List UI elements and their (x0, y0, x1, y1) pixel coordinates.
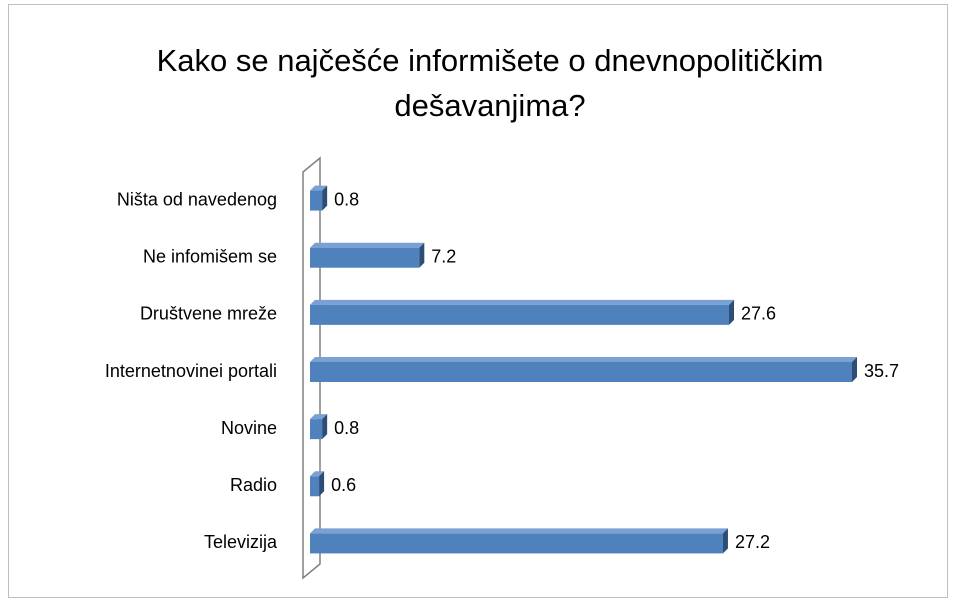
bar-side (722, 528, 728, 554)
value-label: 27.6 (741, 304, 776, 324)
bar (310, 414, 328, 440)
bar (310, 299, 735, 325)
value-label: 27.2 (735, 532, 770, 552)
bar-side (322, 414, 328, 440)
category-label: Radio (230, 475, 277, 495)
value-label: 0.6 (331, 475, 356, 495)
bar (310, 242, 425, 268)
bar-front (310, 419, 323, 440)
bar-top (310, 414, 328, 420)
chart-border (8, 4, 948, 598)
category-label: Novine (221, 418, 277, 438)
bar-front (310, 190, 323, 211)
bar-top (310, 528, 728, 534)
bar-top (310, 471, 325, 477)
bar (310, 357, 857, 382)
bar-top (310, 357, 857, 362)
bar-side (852, 357, 857, 382)
bar-front (310, 533, 723, 554)
bar-top (310, 185, 328, 191)
bar (310, 528, 728, 554)
bar-side (319, 471, 325, 497)
value-label: 0.8 (334, 418, 359, 438)
bar-side (729, 299, 735, 325)
bar-front (310, 304, 730, 325)
bar-front (310, 247, 420, 268)
bar (310, 185, 328, 211)
bar (310, 471, 325, 497)
value-label: 7.2 (431, 246, 456, 266)
value-label: 0.8 (334, 189, 359, 209)
category-label: Ne infomišem se (143, 246, 277, 266)
bar-front (310, 362, 852, 382)
value-label: 35.7 (864, 361, 899, 381)
category-label: Internetnovinei portali (105, 361, 277, 381)
bar-side (322, 185, 328, 211)
category-label: Ništa od navedenog (117, 189, 277, 209)
bar-top (310, 242, 425, 248)
bar-front (310, 476, 320, 497)
bar-side (419, 242, 425, 268)
chart-title: Kako se najčešće informišete o dnevnopol… (156, 43, 824, 123)
category-label: Televizija (204, 532, 278, 552)
category-label: Društvene mreže (140, 304, 277, 324)
bar-top (310, 299, 735, 305)
